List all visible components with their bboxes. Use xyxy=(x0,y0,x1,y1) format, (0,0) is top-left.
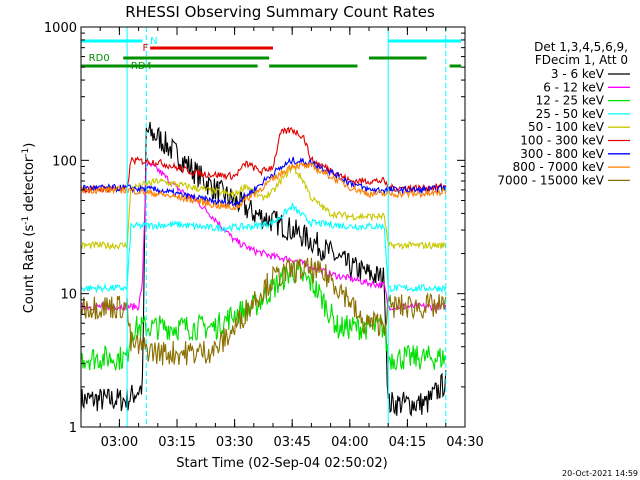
legend-header-detectors: Det 1,3,4,5,6,9, xyxy=(534,40,628,54)
legend-label-4: 50 - 100 keV xyxy=(528,120,605,134)
series-layer xyxy=(80,121,447,417)
flag-label-rd0: RD0 xyxy=(89,53,110,64)
legend-label-0: 3 - 6 keV xyxy=(551,67,605,81)
series-line-4 xyxy=(80,164,447,251)
x-axis-label: Start Time (02-Sep-04 02:50:02) xyxy=(176,456,387,471)
legend-label-6: 300 - 800 keV xyxy=(520,147,604,161)
x-tick-label-3: 03:45 xyxy=(273,435,310,450)
x-tick-label-6: 04:30 xyxy=(446,435,483,450)
series-line-0 xyxy=(80,121,447,417)
series-line-7 xyxy=(80,162,447,211)
series-line-8 xyxy=(80,257,447,366)
plot-area: NF RD0 RD4 xyxy=(80,26,466,428)
flag-label-rd4: RD4 xyxy=(131,61,152,72)
tick-layer xyxy=(80,26,466,428)
y-tick-label-2: 100 xyxy=(52,154,77,169)
x-tick-label-5: 04:15 xyxy=(389,435,426,450)
x-tick-label-4: 04:00 xyxy=(331,435,368,450)
legend-label-7: 800 - 7000 keV xyxy=(513,160,605,174)
x-tick-labels: 03:00 03:15 03:30 03:45 04:00 04:15 04:30 xyxy=(101,435,484,450)
y-axis-label-end: ) xyxy=(22,143,37,148)
series-line-2 xyxy=(80,262,447,371)
legend-label-3: 25 - 50 keV xyxy=(536,107,605,121)
series-line-3 xyxy=(80,201,447,294)
flag-label-f: F xyxy=(142,43,148,54)
y-tick-label-0: 1 xyxy=(69,421,77,436)
legend-label-5: 100 - 300 keV xyxy=(520,134,604,148)
series-line-5 xyxy=(80,126,446,194)
x-tick-label-1: 03:15 xyxy=(158,435,195,450)
y-axis-label-sup1: -1 xyxy=(21,216,31,225)
x-tick-label-2: 03:30 xyxy=(216,435,253,450)
legend-label-1: 6 - 12 keV xyxy=(543,80,605,94)
y-tick-labels: 1 10 100 1000 xyxy=(44,21,77,436)
marker-layer: NF RD0 RD4 xyxy=(81,27,462,427)
legend-label-2: 12 - 25 keV xyxy=(536,94,605,108)
footer-date: 20-Oct-2021 14:59 xyxy=(562,469,638,478)
legend: Det 1,3,4,5,6,9, FDecim 1, Att 0 3 - 6 k… xyxy=(497,40,630,187)
x-tick-label-0: 03:00 xyxy=(101,435,138,450)
series-line-1 xyxy=(80,160,447,312)
legend-header-decimation: FDecim 1, Att 0 xyxy=(535,53,628,67)
legend-label-8: 7000 - 15000 keV xyxy=(497,173,604,187)
flag-label-n: N xyxy=(150,36,157,47)
chart-title: RHESSI Observing Summary Count Rates xyxy=(125,3,435,21)
y-axis-label-main: Count Rate (s xyxy=(22,225,37,314)
y-axis-label: Count Rate (s-1 detector-1) xyxy=(21,143,37,314)
plot-frame xyxy=(80,26,466,428)
y-tick-label-1: 10 xyxy=(60,288,77,303)
y-axis-label-sup2: -1 xyxy=(21,148,31,157)
y-axis-label-mid: detector xyxy=(22,156,37,216)
y-tick-label-3: 1000 xyxy=(44,21,77,36)
